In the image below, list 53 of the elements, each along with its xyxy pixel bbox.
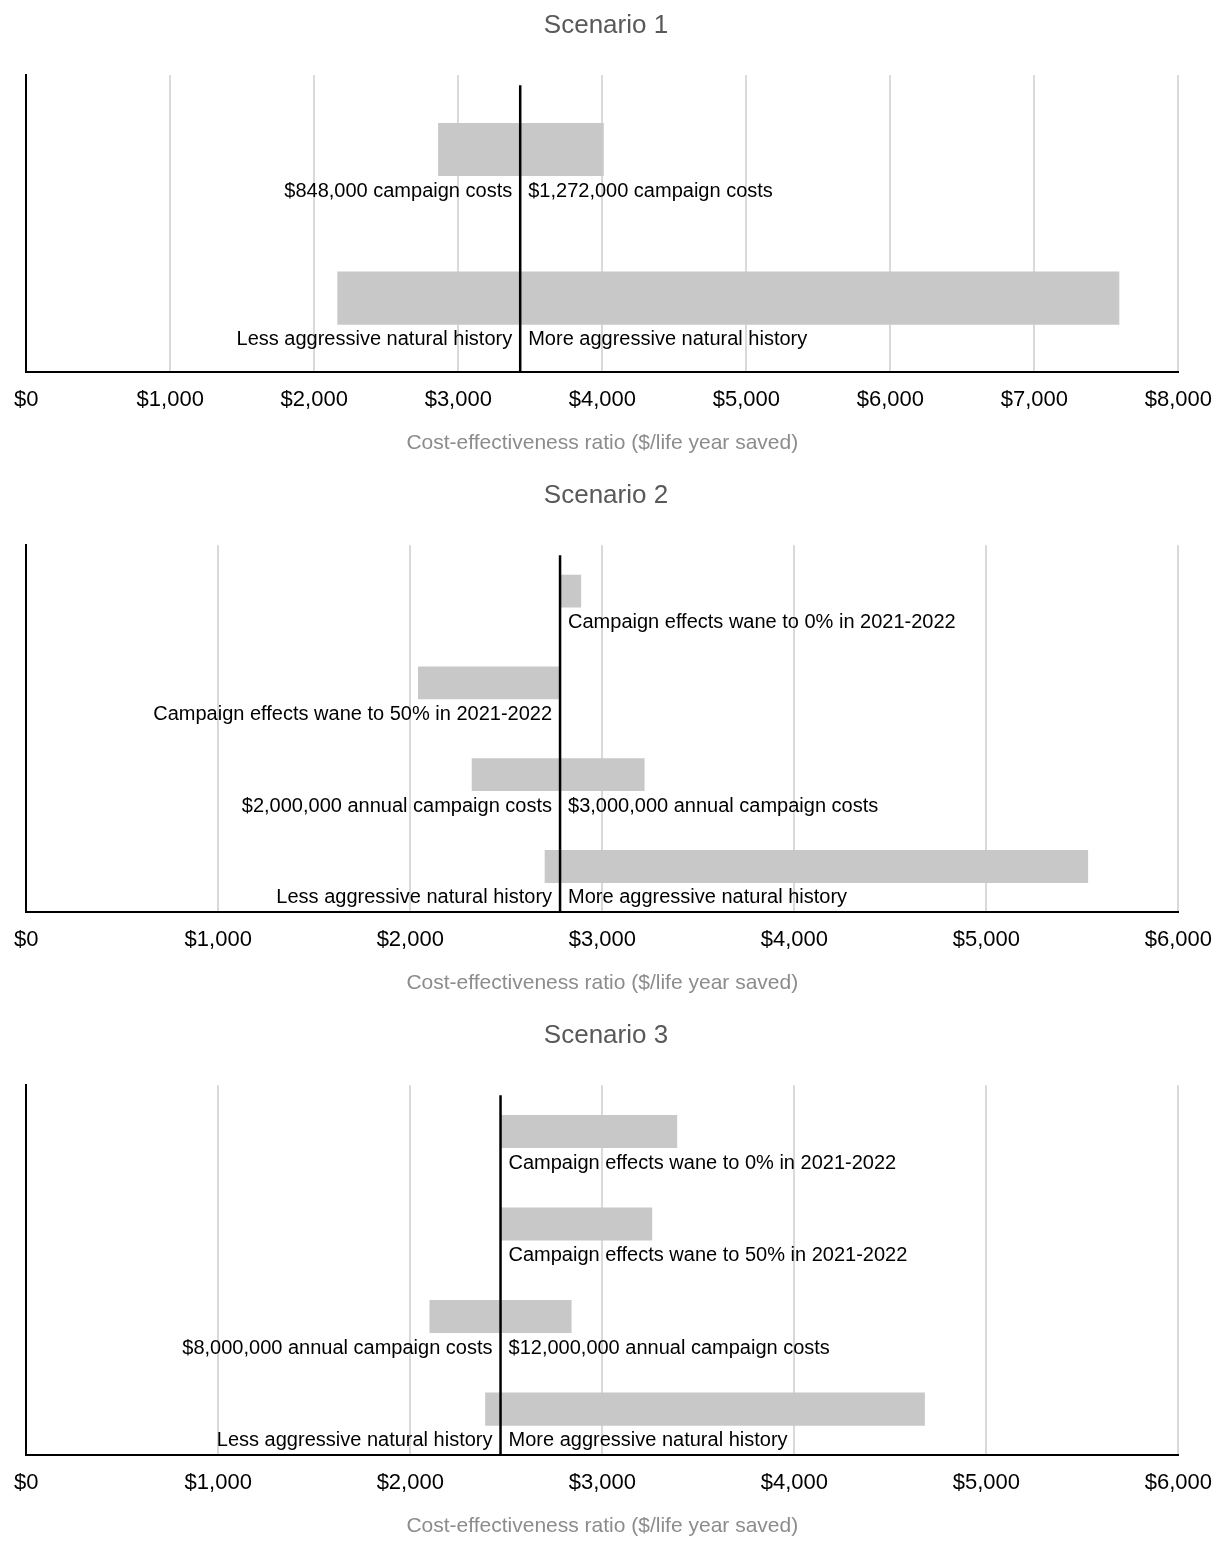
x-tick-label: $5,000 (952, 1468, 1020, 1494)
x-tick-label: $0 (13, 925, 39, 951)
bar (500, 1207, 653, 1241)
annotation: $12,000,000 annual campaign costs (508, 1335, 830, 1358)
chart-title: Scenario 2 (543, 478, 669, 509)
x-tick-label: $3,000 (424, 385, 492, 411)
annotation: Less aggressive natural history (276, 885, 553, 908)
x-tick-label: $6,000 (1144, 1468, 1212, 1494)
bar (560, 574, 582, 608)
x-tick-label: $5,000 (952, 925, 1020, 951)
x-axis-title: Cost-effectiveness ratio ($/life year saved) (406, 1513, 799, 1537)
x-tick-label: $1,000 (184, 1468, 252, 1494)
annotation: Less aggressive natural history (216, 1428, 493, 1451)
x-tick-label: $8,000 (1144, 385, 1212, 411)
x-tick-label: $4,000 (568, 385, 636, 411)
x-tick-label: $2,000 (376, 1468, 444, 1494)
annotation: Less aggressive natural history (236, 327, 513, 350)
annotation: Campaign effects wane to 50% in 2021-2022 (508, 1243, 908, 1266)
x-tick-label: $7,000 (1000, 385, 1068, 411)
annotation: $848,000 campaign costs (284, 178, 513, 201)
x-tick-label: $0 (13, 1468, 39, 1494)
annotation: Campaign effects wane to 0% in 2021-2022 (508, 1150, 897, 1173)
x-tick-label: $3,000 (568, 925, 636, 951)
x-tick-label: $4,000 (760, 925, 828, 951)
bar (485, 1392, 925, 1426)
annotation: More aggressive natural history (508, 1428, 788, 1451)
x-tick-label: $1,000 (184, 925, 252, 951)
x-tick-label: $2,000 (280, 385, 348, 411)
x-tick-label: $4,000 (760, 1468, 828, 1494)
x-tick-label: $0 (13, 385, 39, 411)
x-tick-label: $5,000 (712, 385, 780, 411)
annotation: Campaign effects wane to 50% in 2021-2022 (153, 701, 553, 724)
bar (500, 1114, 678, 1148)
annotation: Campaign effects wane to 0% in 2021-2022 (568, 610, 956, 632)
x-tick-label: $3,000 (568, 1468, 636, 1494)
bar (417, 666, 561, 700)
annotation: $2,000,000 annual campaign costs (241, 793, 553, 816)
annotation: More aggressive natural history (568, 885, 848, 908)
annotation: $8,000,000 annual campaign costs (182, 1335, 493, 1358)
annotation: $3,000,000 annual campaign costs (568, 793, 879, 816)
x-axis-title: Cost-effectiveness ratio ($/life year saved) (406, 430, 799, 454)
x-tick-label: $6,000 (856, 385, 924, 411)
x-tick-label: $6,000 (1144, 925, 1212, 951)
annotation: More aggressive natural history (528, 327, 808, 350)
x-tick-label: $1,000 (136, 385, 204, 411)
bar (471, 758, 645, 792)
chart-title: Scenario 1 (543, 8, 669, 39)
chart-title: Scenario 3 (543, 1018, 669, 1049)
x-axis-title: Cost-effectiveness ratio ($/life year saved) (406, 970, 799, 994)
annotation: $1,272,000 campaign costs (528, 178, 773, 201)
bar (544, 850, 1089, 883)
bar (429, 1300, 572, 1334)
x-tick-label: $2,000 (376, 925, 444, 951)
